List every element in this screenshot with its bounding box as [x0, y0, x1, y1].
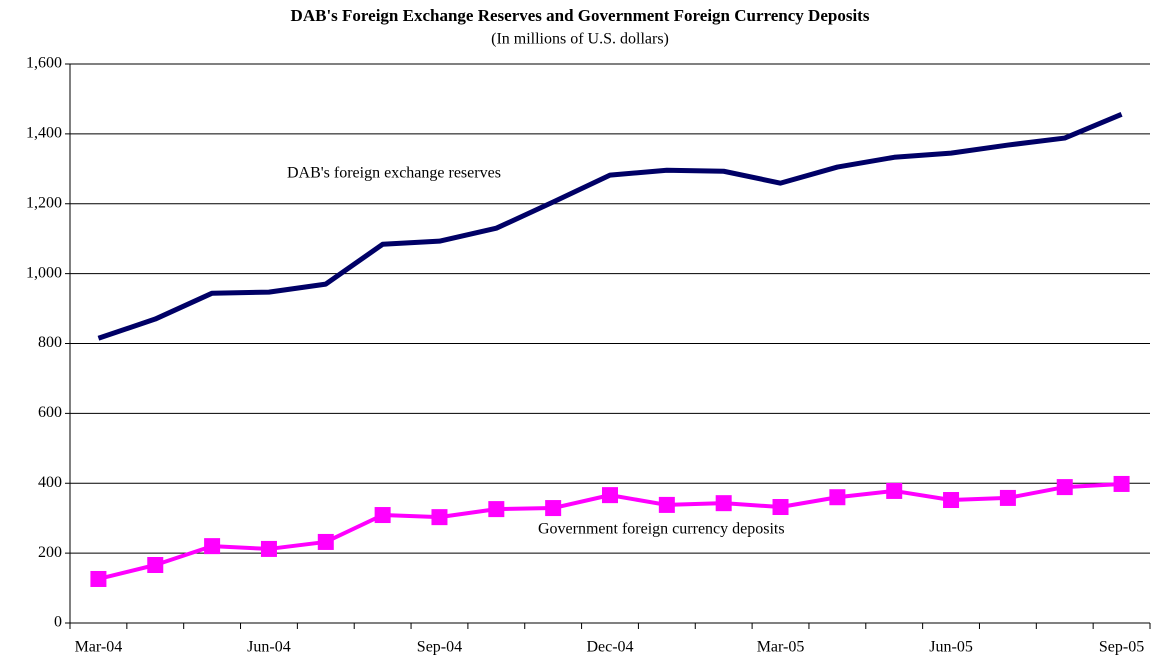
point-marker — [431, 509, 448, 526]
x-tick-label: Mar-05 — [757, 639, 805, 656]
y-tick-label: 1,200 — [26, 194, 62, 211]
point-marker — [829, 489, 846, 506]
point-marker — [488, 501, 505, 518]
y-tick-label: 400 — [38, 474, 62, 491]
y-tick-label: 0 — [54, 614, 62, 631]
point-marker — [715, 495, 732, 512]
point-marker — [260, 540, 277, 557]
chart-subtitle: (In millions of U.S. dollars) — [491, 31, 669, 48]
point-marker — [772, 499, 789, 516]
point-marker — [658, 496, 675, 513]
y-tick-label: 1,600 — [26, 55, 62, 72]
point-marker — [602, 487, 618, 504]
point-marker — [545, 500, 562, 517]
point-marker — [943, 492, 960, 509]
y-tick-label: 1,000 — [26, 264, 62, 281]
x-tick-label: Sep-05 — [1099, 639, 1144, 656]
x-tick-label: Jun-05 — [929, 639, 973, 656]
point-marker — [317, 533, 334, 550]
y-tick-label: 600 — [38, 404, 62, 421]
series-annotation: DAB's foreign exchange reserves — [287, 165, 501, 182]
point-marker — [147, 557, 164, 574]
x-tick-label: Dec-04 — [586, 639, 633, 656]
chart-title: DAB's Foreign Exchange Reserves and Gove… — [291, 6, 870, 25]
point-marker — [204, 538, 221, 555]
point-marker — [999, 489, 1016, 506]
x-tick-label: Mar-04 — [75, 639, 123, 656]
point-marker — [886, 482, 903, 499]
point-marker — [374, 507, 391, 524]
y-tick-label: 800 — [38, 334, 62, 351]
x-tick-label: Jun-04 — [247, 639, 291, 656]
y-tick-label: 1,400 — [26, 125, 62, 142]
y-tick-label: 200 — [38, 544, 62, 561]
x-tick-label: Sep-04 — [417, 639, 462, 656]
series-annotation: Government foreign currency deposits — [538, 521, 785, 538]
point-marker — [90, 570, 107, 587]
point-marker — [1056, 479, 1073, 496]
series-line — [97, 112, 1123, 341]
point-marker — [1113, 475, 1130, 492]
